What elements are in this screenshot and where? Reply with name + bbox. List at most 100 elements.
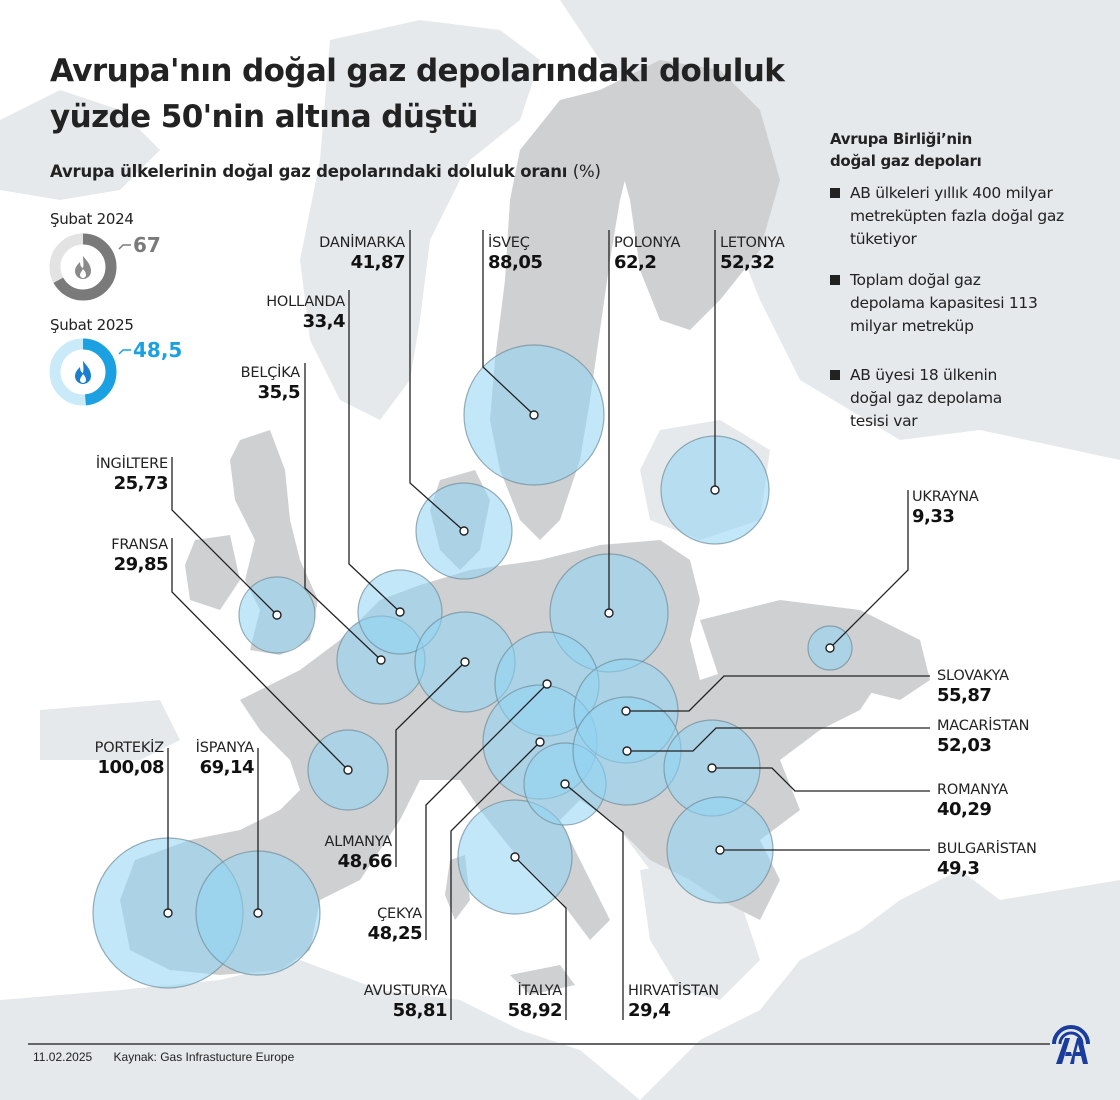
label-letonya: LETONYA 52,32 [720, 236, 785, 272]
label-romanya: ROMANYA 40,29 [937, 783, 1008, 819]
aa-logo-icon [1052, 1025, 1090, 1064]
country-name: İNGİLTERE [95, 456, 168, 472]
label-isvec: İSVEÇ 88,05 [488, 235, 543, 273]
legend-value-2024: 67 [133, 233, 161, 257]
footer: 11.02.2025 Kaynak: Gas Infrastucture Eur… [33, 1050, 294, 1064]
info-item: AB üyesi 18 ülkenin doğal gaz depolama t… [830, 364, 1040, 433]
info-item-text: AB üyesi 18 ülkenin doğal gaz depolama t… [850, 366, 1002, 430]
legend-value-2025: 48,5 [133, 338, 183, 362]
country-value: 49,3 [937, 857, 980, 879]
leader-isvec [482, 230, 535, 416]
footer-date: 11.02.2025 [33, 1050, 93, 1064]
label-polonya: POLONYA 62,2 [614, 236, 680, 272]
bullet-square-icon [830, 370, 840, 380]
leader-belcika [304, 363, 382, 661]
label-danimarka: DANİMARKA 41,87 [300, 236, 405, 272]
country-value: 88,05 [488, 251, 543, 273]
country-value: 100,08 [97, 756, 165, 778]
country-value: 35,5 [257, 381, 301, 403]
label-macaristan: MACARİSTAN 52,03 [937, 719, 1029, 755]
label-slovakya: SLOVAKYA 55,87 [937, 669, 1009, 705]
bullet-square-icon [830, 275, 840, 285]
country-name: FRANSA [111, 537, 168, 553]
leader-fransa [171, 538, 349, 771]
info-list: AB ülkeleri yıllık 400 milyar metreküpte… [830, 182, 1100, 433]
flame-icon [75, 361, 91, 384]
leader-macaristan [627, 727, 930, 752]
leader-avusturya [450, 741, 541, 1020]
donut-2024 [49, 233, 131, 301]
country-name: ALMANYA [324, 834, 392, 850]
label-hirvatistan: HIRVATİSTAN 29,4 [628, 984, 719, 1020]
country-name: MACARİSTAN [937, 718, 1030, 734]
label-ingiltere: İNGİLTERE 25,73 [60, 456, 169, 494]
country-value: 58,81 [392, 999, 448, 1021]
country-value: 29,4 [628, 999, 671, 1021]
label-portekiz: PORTEKİZ 100,08 [60, 740, 165, 778]
subtitle-text: Avrupa ülkelerinin doğal gaz depolarında… [50, 162, 568, 181]
page-title: Avrupa'nın doğal gaz depolarındaki dolul… [50, 48, 785, 140]
leader-romanya [712, 767, 930, 792]
label-ukrayna: UKRAYNA 9,33 [912, 490, 979, 526]
country-name: İSVEÇ [488, 235, 530, 251]
label-hollanda: HOLLANDA 33,4 [235, 295, 345, 331]
leader-slovakya [626, 675, 930, 712]
country-value: 52,32 [720, 251, 775, 273]
label-almanya: ALMANYA 48,66 [290, 835, 392, 871]
country-name: UKRAYNA [912, 489, 979, 505]
leader-lines [167, 230, 930, 1020]
country-value: 25,73 [113, 472, 169, 494]
legend-label: Şubat 2025 [50, 316, 134, 334]
country-value: 52,03 [937, 734, 992, 756]
leader-almanya [395, 661, 466, 867]
country-value: 40,29 [937, 798, 992, 820]
country-name: HIRVATİSTAN [628, 983, 719, 999]
chart-subtitle: Avrupa ülkelerinin doğal gaz depolarında… [50, 162, 601, 181]
info-item-text: Toplam doğal gaz depolama kapasitesi 113… [850, 271, 1038, 335]
title-line-1: Avrupa'nın doğal gaz depolarındaki dolul… [50, 53, 785, 89]
leader-ingiltere [171, 457, 278, 616]
country-name: DANİMARKA [319, 235, 405, 251]
footer-source: Kaynak: Gas Infrastucture Europe [113, 1050, 295, 1064]
legend-label: Şubat 2024 [50, 210, 134, 228]
country-value: 69,14 [199, 756, 255, 778]
info-item: AB ülkeleri yıllık 400 milyar metreküpte… [830, 182, 1080, 251]
country-name: ROMANYA [937, 782, 1009, 798]
label-bulgaristan: BULGARİSTAN 49,3 [937, 842, 1037, 878]
country-name: AVUSTURYA [363, 983, 447, 999]
country-value: 41,87 [350, 251, 406, 273]
country-name: İSPANYA [195, 740, 255, 756]
donut-2025 [49, 338, 131, 406]
leader-hollanda [348, 290, 401, 613]
country-value: 62,2 [614, 251, 657, 273]
eu-info-panel: Avrupa Birliği’nin doğal gaz depoları AB… [830, 128, 1100, 451]
leader-hirvatistan [564, 783, 624, 1020]
country-name: İTALYA [517, 983, 562, 999]
subtitle-unit: (%) [572, 162, 601, 181]
label-cekya: ÇEKYA 48,25 [320, 906, 423, 944]
leader-italya [514, 856, 567, 1020]
leader-danimarka [409, 230, 465, 532]
country-name: PORTEKİZ [94, 740, 165, 756]
country-value: 55,87 [937, 684, 992, 706]
country-name: ÇEKYA [377, 906, 422, 922]
country-value: 48,25 [367, 922, 423, 944]
footer-divider [28, 1043, 1050, 1045]
legend-2024: Şubat 2024 [50, 210, 134, 229]
label-italya: İTALYA 58,92 [470, 983, 563, 1021]
country-name: SLOVAKYA [937, 668, 1009, 684]
country-value: 9,33 [912, 505, 955, 527]
country-name: POLONYA [614, 235, 681, 251]
bullet-square-icon [830, 188, 840, 198]
leader-ukrayna [829, 490, 909, 649]
country-name: HOLLANDA [266, 294, 345, 310]
label-avusturya: AVUSTURYA 58,81 [330, 983, 448, 1021]
country-value: 58,92 [507, 999, 563, 1021]
country-value: 48,66 [337, 850, 393, 872]
leader-cekya [425, 683, 548, 940]
bubble-centers [163, 410, 835, 918]
country-name: LETONYA [720, 235, 785, 251]
country-name: BELÇİKA [240, 365, 301, 381]
flame-icon [75, 256, 91, 279]
